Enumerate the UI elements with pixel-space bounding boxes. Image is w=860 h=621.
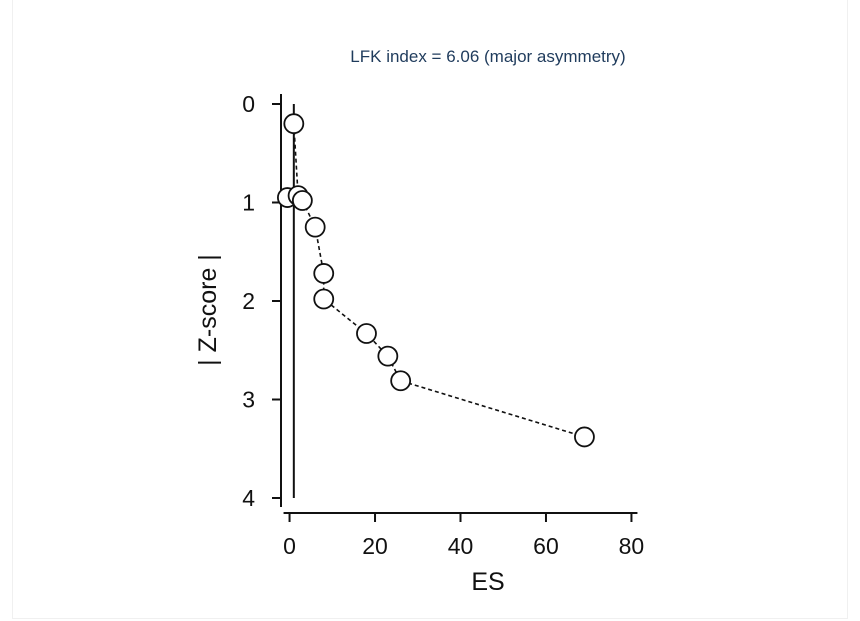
x-tick-label: 60 bbox=[533, 533, 559, 559]
chart-title: LFK index = 6.06 (major asymmetry) bbox=[350, 47, 625, 66]
data-point bbox=[356, 323, 377, 344]
y-axis-ticks: 0 1 2 3 4 bbox=[242, 91, 281, 511]
data-point bbox=[390, 370, 412, 392]
x-axis-label: ES bbox=[471, 568, 504, 596]
y-tick-label: 1 bbox=[242, 190, 255, 216]
data-point bbox=[377, 345, 399, 367]
y-tick-label: 4 bbox=[242, 485, 255, 511]
connecting-dashed-line bbox=[287, 123, 585, 438]
x-tick-label: 40 bbox=[448, 533, 474, 559]
y-tick-label: 0 bbox=[242, 91, 255, 117]
data-points bbox=[277, 113, 595, 448]
x-axis-ticks: 0 20 40 60 80 bbox=[283, 513, 644, 559]
data-point bbox=[283, 113, 305, 135]
x-tick-label: 80 bbox=[619, 533, 645, 559]
data-point bbox=[304, 216, 326, 238]
data-point bbox=[291, 190, 313, 211]
x-tick-label: 20 bbox=[362, 533, 388, 559]
data-point bbox=[574, 426, 595, 448]
y-tick-label: 3 bbox=[242, 387, 255, 413]
y-axis-label: | Z-score | bbox=[194, 254, 222, 366]
data-point bbox=[313, 288, 335, 310]
data-point bbox=[313, 263, 335, 284]
y-tick-label: 2 bbox=[242, 288, 255, 314]
figure-frame bbox=[12, 0, 848, 619]
x-tick-label: 0 bbox=[283, 533, 296, 559]
